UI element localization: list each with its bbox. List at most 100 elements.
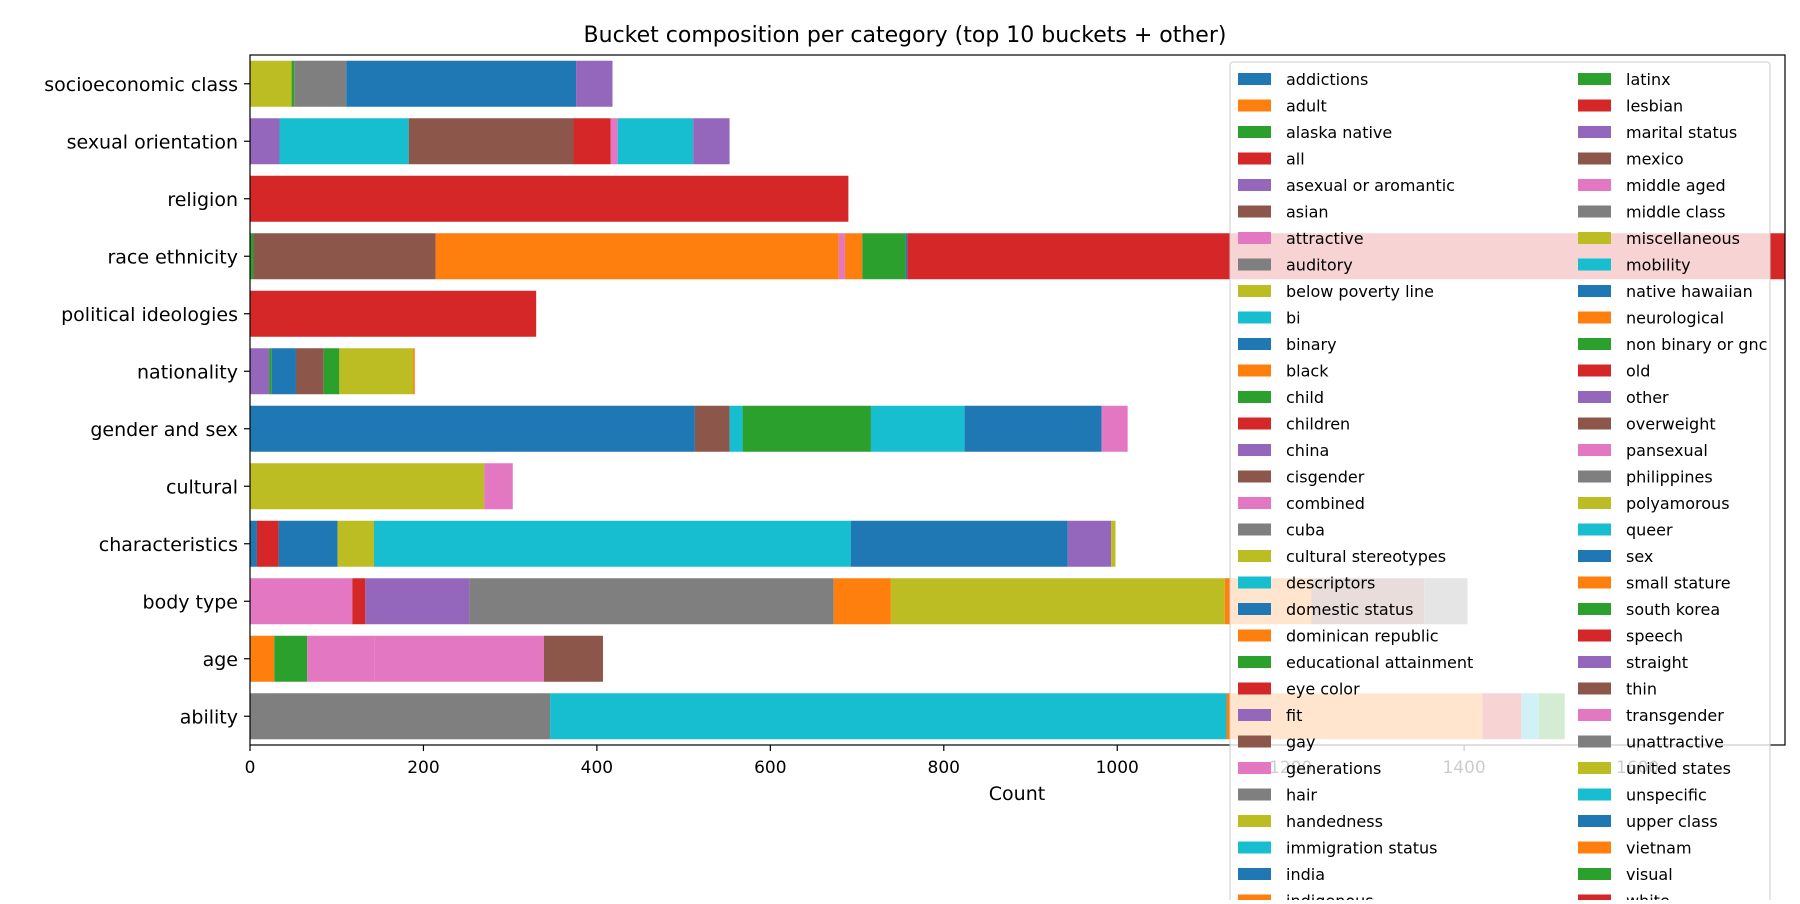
legend-swatch <box>1578 232 1611 244</box>
legend-label: addictions <box>1286 70 1368 89</box>
bar-segment <box>295 348 324 395</box>
legend-label: united states <box>1626 759 1731 778</box>
legend-label: descriptors <box>1286 574 1375 593</box>
bar-segment <box>610 118 618 165</box>
bar-segment <box>365 578 470 625</box>
legend-label: lesbian <box>1626 97 1683 116</box>
legend-swatch <box>1578 709 1611 721</box>
legend-label: cultural stereotypes <box>1286 547 1446 566</box>
legend-swatch <box>1578 99 1611 112</box>
legend-swatch <box>1238 788 1271 801</box>
bar-segment <box>294 60 347 107</box>
legend-label: unattractive <box>1626 733 1724 752</box>
x-axis-label: Count <box>989 783 1045 805</box>
legend-swatch <box>1238 364 1271 377</box>
legend-label: pansexual <box>1626 441 1708 460</box>
legend-swatch <box>1238 338 1271 350</box>
legend-swatch <box>1238 523 1271 536</box>
legend-swatch <box>1578 152 1611 165</box>
x-tick-label: 600 <box>754 758 786 778</box>
legend-swatch <box>1238 258 1271 271</box>
legend-label: child <box>1286 388 1324 407</box>
legend-swatch <box>1578 868 1611 880</box>
legend-swatch <box>1238 709 1271 721</box>
bar-segment <box>408 118 574 165</box>
legend-swatch <box>1238 550 1271 562</box>
legend-label: upper class <box>1626 812 1718 831</box>
bar-segment <box>862 233 906 280</box>
bar-segment <box>271 348 296 395</box>
legend-label: adult <box>1286 97 1327 116</box>
bar-segment <box>250 233 254 280</box>
legend-swatch <box>1578 629 1611 642</box>
legend-label: fit <box>1286 706 1302 725</box>
bar-segment <box>1067 520 1112 567</box>
y-tick-label: ability <box>180 706 238 728</box>
bar-segment <box>352 578 366 625</box>
legend-swatch <box>1238 603 1271 615</box>
bar-segment <box>964 405 1102 452</box>
legend-label: native hawaiian <box>1626 282 1753 301</box>
x-tick-label: 200 <box>407 758 439 778</box>
bar-segment <box>250 348 270 395</box>
legend-swatch <box>1238 205 1271 218</box>
legend-label: non binary or gnc <box>1626 335 1767 354</box>
bar-segment <box>890 578 1225 625</box>
legend-label: vietnam <box>1626 839 1692 858</box>
legend-label: unspecific <box>1626 786 1707 805</box>
legend-swatch <box>1238 629 1271 642</box>
legend-label: bi <box>1286 309 1301 328</box>
bar-segment <box>1101 405 1128 452</box>
legend-swatch <box>1238 735 1271 748</box>
x-tick-label: 0 <box>245 758 256 778</box>
legend-label: visual <box>1626 865 1673 884</box>
legend-swatch <box>1578 682 1611 695</box>
legend-label: cuba <box>1286 521 1325 540</box>
legend-label: educational attainment <box>1286 653 1473 672</box>
legend-label: alaska native <box>1286 123 1392 142</box>
legend-swatch <box>1578 497 1611 509</box>
legend-swatch <box>1578 603 1611 615</box>
bar-segment <box>307 635 375 682</box>
legend-swatch <box>1238 232 1271 244</box>
legend-label: attractive <box>1286 229 1364 248</box>
legend-label: white <box>1626 892 1670 901</box>
legend-swatch <box>1238 682 1271 695</box>
legend-swatch <box>1578 311 1611 324</box>
bar-segment <box>617 118 694 165</box>
legend-label: hair <box>1286 786 1317 805</box>
legend-label: eye color <box>1286 680 1360 699</box>
legend-swatch <box>1238 179 1271 191</box>
legend-swatch <box>1238 815 1271 827</box>
legend-swatch <box>1578 417 1611 430</box>
y-tick-label: political ideologies <box>61 304 238 326</box>
legend-swatch <box>1578 894 1611 904</box>
y-tick-label: body type <box>143 591 238 613</box>
bar-segment <box>693 118 730 165</box>
bar-segment <box>543 635 603 682</box>
legend-label: binary <box>1286 335 1337 354</box>
legend-swatch <box>1578 576 1611 589</box>
bar-segment <box>413 348 415 395</box>
bar-segment <box>469 578 834 625</box>
legend-label: china <box>1286 441 1329 460</box>
legend-label: neurological <box>1626 309 1724 328</box>
bar-segment <box>256 520 279 567</box>
bar-segment <box>269 348 272 395</box>
bar-segment <box>573 118 611 165</box>
legend-swatch <box>1238 576 1271 589</box>
legend-swatch <box>1578 205 1611 218</box>
legend-label: philippines <box>1626 468 1713 487</box>
legend-swatch <box>1578 735 1611 748</box>
legend-swatch <box>1238 868 1271 880</box>
legend-swatch <box>1578 762 1611 774</box>
bar-segment <box>374 520 851 567</box>
legend-label: south korea <box>1626 600 1720 619</box>
legend-swatch <box>1238 391 1271 403</box>
y-tick-label: nationality <box>137 361 238 383</box>
bar-segment <box>905 233 908 280</box>
legend-swatch <box>1578 841 1611 854</box>
legend-label: latinx <box>1626 70 1671 89</box>
